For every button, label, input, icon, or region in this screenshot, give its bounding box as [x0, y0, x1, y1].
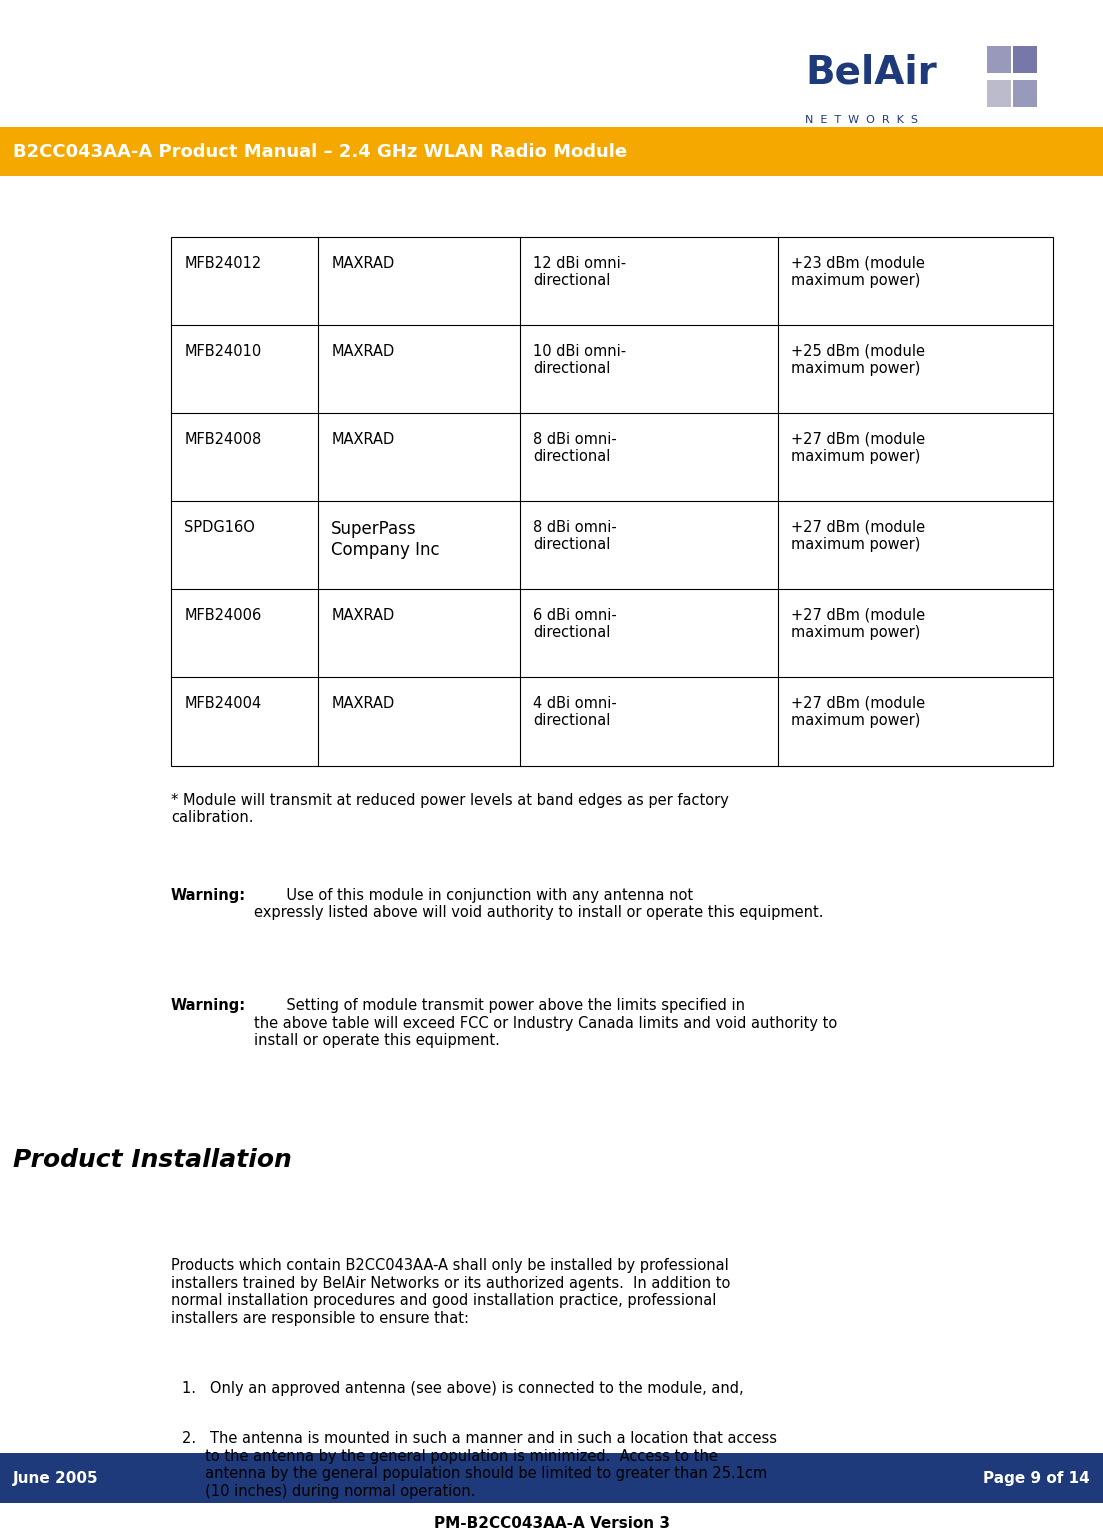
Text: Page 9 of 14: Page 9 of 14 — [983, 1471, 1090, 1485]
Text: 8 dBi omni-
directional: 8 dBi omni- directional — [534, 521, 618, 553]
Text: Setting of module transmit power above the limits specified in
the above table w: Setting of module transmit power above t… — [254, 998, 837, 1049]
Text: Use of this module in conjunction with any antenna not
expressly listed above wi: Use of this module in conjunction with a… — [254, 888, 823, 920]
Text: SuperPass
Company Inc: SuperPass Company Inc — [331, 521, 440, 559]
Text: * Module will transmit at reduced power levels at band edges as per factory
cali: * Module will transmit at reduced power … — [171, 793, 729, 825]
Text: 2.   The antenna is mounted in such a manner and in such a location that access
: 2. The antenna is mounted in such a mann… — [182, 1431, 777, 1499]
Text: 4 dBi omni-
directional: 4 dBi omni- directional — [534, 695, 618, 729]
Text: MFB24006: MFB24006 — [184, 608, 261, 623]
Text: 8 dBi omni-
directional: 8 dBi omni- directional — [534, 432, 618, 464]
Text: Product Installation: Product Installation — [13, 1148, 292, 1173]
Text: MFB24004: MFB24004 — [184, 695, 261, 710]
Text: Warning:: Warning: — [171, 888, 246, 903]
Text: MAXRAD: MAXRAD — [331, 344, 395, 358]
Text: 1.   Only an approved antenna (see above) is connected to the module, and,: 1. Only an approved antenna (see above) … — [182, 1381, 743, 1396]
Text: June 2005: June 2005 — [13, 1471, 99, 1485]
Bar — [987, 80, 1011, 107]
Text: MAXRAD: MAXRAD — [331, 256, 395, 271]
Bar — [0, 127, 1103, 176]
Text: Warning:: Warning: — [171, 998, 246, 1014]
Text: +27 dBm (module
maximum power): +27 dBm (module maximum power) — [791, 695, 925, 729]
Bar — [171, 237, 1053, 766]
Text: SPDG16O: SPDG16O — [184, 521, 255, 534]
Bar — [1013, 80, 1037, 107]
Text: Products which contain B2CC043AA-A shall only be installed by professional
insta: Products which contain B2CC043AA-A shall… — [171, 1258, 730, 1326]
Bar — [0, 1453, 1103, 1503]
Text: MAXRAD: MAXRAD — [331, 608, 395, 623]
Text: MFB24012: MFB24012 — [184, 256, 261, 271]
Text: +27 dBm (module
maximum power): +27 dBm (module maximum power) — [791, 608, 925, 640]
Text: MFB24008: MFB24008 — [184, 432, 261, 447]
Bar — [1013, 46, 1037, 73]
Text: 6 dBi omni-
directional: 6 dBi omni- directional — [534, 608, 618, 640]
Text: B2CC043AA-A Product Manual – 2.4 GHz WLAN Radio Module: B2CC043AA-A Product Manual – 2.4 GHz WLA… — [13, 142, 628, 161]
Text: BelAir: BelAir — [805, 54, 936, 92]
Text: 10 dBi omni-
directional: 10 dBi omni- directional — [534, 344, 627, 377]
Text: MAXRAD: MAXRAD — [331, 695, 395, 710]
Text: PM-B2CC043AA-A Version 3: PM-B2CC043AA-A Version 3 — [433, 1516, 670, 1531]
Text: 12 dBi omni-
directional: 12 dBi omni- directional — [534, 256, 627, 288]
Text: +27 dBm (module
maximum power): +27 dBm (module maximum power) — [791, 521, 925, 553]
Bar — [987, 46, 1011, 73]
Text: +23 dBm (module
maximum power): +23 dBm (module maximum power) — [791, 256, 924, 288]
Text: +27 dBm (module
maximum power): +27 dBm (module maximum power) — [791, 432, 925, 464]
Text: N  E  T  W  O  R  K  S: N E T W O R K S — [805, 115, 918, 126]
Text: MAXRAD: MAXRAD — [331, 432, 395, 447]
Text: +25 dBm (module
maximum power): +25 dBm (module maximum power) — [791, 344, 924, 377]
Text: MFB24010: MFB24010 — [184, 344, 261, 358]
